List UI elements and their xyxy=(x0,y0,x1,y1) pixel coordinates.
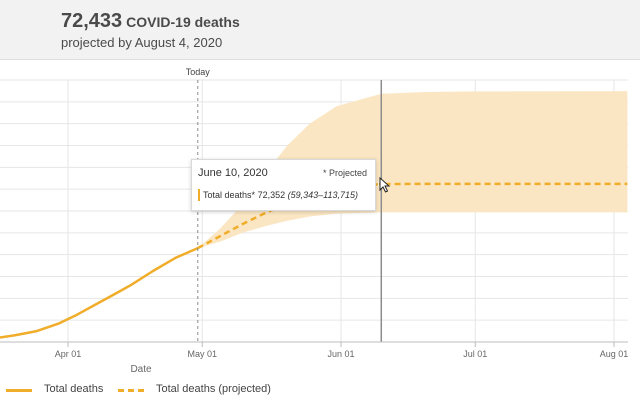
legend-solid-line-icon xyxy=(6,389,32,392)
today-marker: Today xyxy=(186,67,211,342)
tooltip-date: June 10, 2020 xyxy=(198,167,268,179)
x-tick-label: Aug 01 xyxy=(600,349,629,359)
mouse-cursor-icon xyxy=(379,177,391,193)
tooltip-series-label: Total deaths* xyxy=(203,190,256,200)
today-label: Today xyxy=(186,67,211,77)
headline: 72,433 COVID-19 deaths xyxy=(61,10,240,33)
x-tick-label: Jul 01 xyxy=(463,349,487,359)
projected-deaths-value: 72,433 xyxy=(61,10,123,32)
x-axis: Apr 01 May 01 Jun 01 Jul 01 Aug 01 Date xyxy=(0,341,629,375)
hover-tooltip: June 10, 2020 * Projected Total deaths* … xyxy=(191,159,376,211)
tooltip-series-swatch xyxy=(198,189,200,201)
projected-deaths-label: COVID-19 deaths xyxy=(126,14,240,30)
x-tick-label: Jun 01 xyxy=(327,349,354,359)
x-axis-title: Date xyxy=(130,364,152,375)
summary-header: 72,433 COVID-19 deaths projected by Augus… xyxy=(0,0,640,60)
projection-date-subtitle: projected by August 4, 2020 xyxy=(61,35,223,50)
tooltip-value-row: Total deaths* 72,352 (59,343–113,715) xyxy=(203,190,358,200)
tooltip-value: 72,352 xyxy=(257,190,286,200)
tooltip-range: (59,343–113,715) xyxy=(287,190,359,200)
legend-label-total-deaths: Total deaths xyxy=(44,383,104,395)
legend-label-total-deaths-projected: Total deaths (projected) xyxy=(156,383,271,395)
series-line-total-deaths xyxy=(0,246,199,339)
tooltip-projected-note: * Projected xyxy=(322,168,367,178)
x-tick-label: Apr 01 xyxy=(55,349,82,359)
x-tick-label: May 01 xyxy=(188,349,218,359)
legend-dashed-line-icon xyxy=(118,389,144,392)
